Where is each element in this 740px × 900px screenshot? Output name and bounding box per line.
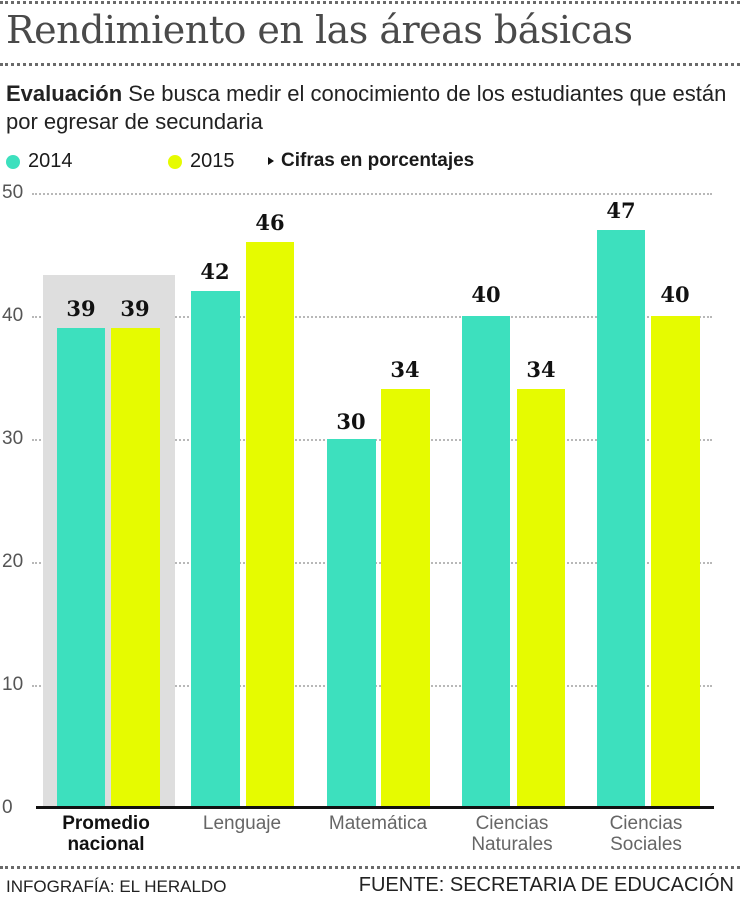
legend-dot-2014-icon (6, 154, 20, 169)
legend-item-2014: 2014 (6, 150, 73, 173)
credit-text: INFOGRAFÍA: EL HERALDO (6, 877, 227, 896)
legend-label-2014: 2014 (28, 150, 73, 172)
x-label-line1: Ciencias (609, 813, 683, 834)
x-label-ciencias-naturales: Ciencias Naturales (446, 813, 578, 855)
x-label-lenguaje: Lenguaje (176, 813, 308, 834)
value-label-2015-promedio-nacional: 39 (120, 296, 150, 321)
x-label-line1: Promedio (62, 813, 150, 834)
bar-2014-lenguaje (191, 291, 240, 808)
y-tick-40: 40 (2, 305, 24, 326)
value-label-2015-lenguaje: 46 (255, 210, 285, 235)
top-rule (0, 1, 740, 4)
bar-2015-ciencias-naturales (517, 389, 565, 808)
x-label-ciencias-sociales: Ciencias Sociales (580, 813, 712, 855)
value-label-2014-matematica: 30 (336, 409, 366, 434)
bar-2014-ciencias-sociales (597, 230, 645, 808)
bar-2014-ciencias-naturales (462, 316, 510, 808)
chart-title: Rendimiento en las áreas básicas (6, 8, 633, 52)
value-label-2014-promedio-nacional: 39 (66, 296, 96, 321)
value-label-2015-ciencias-sociales: 40 (660, 282, 690, 307)
x-label-line2: nacional (67, 834, 145, 855)
value-label-2014-ciencias-sociales: 47 (606, 198, 636, 223)
x-label-line2: Sociales (610, 834, 682, 855)
legend-dot-2015-icon (168, 154, 182, 169)
x-axis-baseline (36, 806, 714, 809)
bar-2015-promedio-nacional (111, 328, 160, 808)
source-text: FUENTE: SECRETARIA DE EDUCACIÓN (358, 874, 734, 896)
x-label-matematica: Matemática (310, 813, 446, 834)
y-tick-20: 20 (2, 551, 24, 572)
x-label-line2: Naturales (471, 834, 553, 855)
triangle-bullet-icon (268, 157, 274, 165)
title-rule (0, 63, 740, 66)
value-label-2015-ciencias-naturales: 34 (526, 357, 556, 382)
y-tick-50: 50 (2, 182, 24, 203)
value-label-2014-ciencias-naturales: 40 (471, 282, 501, 307)
bar-2014-matematica (327, 439, 376, 808)
units-note: Cifras en porcentajes (268, 150, 474, 172)
footer-rule (0, 866, 740, 869)
gridline-50 (32, 193, 712, 195)
x-label-line1: Ciencias (475, 813, 549, 834)
y-tick-30: 30 (2, 428, 24, 449)
legend: 2014 2015 Cifras en porcentajes (6, 150, 736, 176)
value-label-2014-lenguaje: 42 (200, 259, 230, 284)
bar-2014-promedio-nacional (57, 328, 105, 808)
x-label-line1: Lenguaje (202, 813, 282, 834)
value-label-2015-matematica: 34 (390, 357, 420, 382)
subtitle-bold: Evaluación (6, 81, 123, 106)
legend-label-2015: 2015 (190, 150, 235, 172)
x-label-line1: Matemática (328, 813, 428, 834)
y-tick-10: 10 (2, 674, 24, 695)
y-tick-0: 0 (2, 797, 13, 818)
legend-item-2015: 2015 (168, 150, 235, 173)
x-label-promedio-nacional: Promedio nacional (38, 813, 174, 855)
units-note-text: Cifras en porcentajes (281, 150, 475, 171)
gridline-40 (32, 316, 712, 318)
bar-2015-ciencias-sociales (651, 316, 700, 808)
bar-2015-lenguaje (246, 242, 294, 808)
bar-2015-matematica (381, 389, 430, 808)
subtitle-text: Se busca medir el conocimiento de los es… (6, 81, 727, 134)
chart-subtitle: Evaluación Se busca medir el conocimient… (6, 80, 736, 136)
